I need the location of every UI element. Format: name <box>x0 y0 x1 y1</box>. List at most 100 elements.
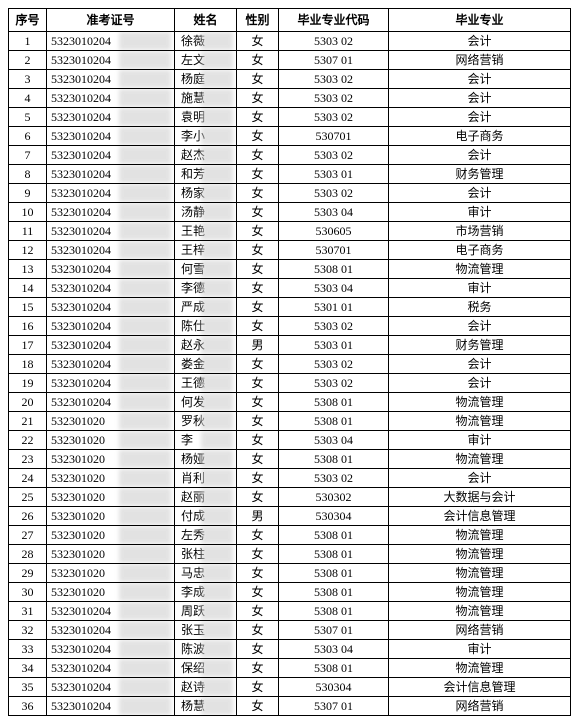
cell-major-code: 5303 02 <box>279 146 389 165</box>
cell-name: 赵杰 <box>175 146 237 165</box>
cell-major-code: 5308 01 <box>279 412 389 431</box>
cell-major-name: 会计 <box>389 317 571 336</box>
redaction-block <box>201 697 233 715</box>
cell-major-code: 530304 <box>279 678 389 697</box>
exam-id-prefix: 5323010204 <box>51 678 111 696</box>
redaction-block <box>119 355 171 373</box>
cell-gender: 女 <box>237 583 279 602</box>
redaction-block <box>119 393 171 411</box>
cell-major-name: 会计信息管理 <box>389 507 571 526</box>
cell-name: 袁明 <box>175 108 237 127</box>
redaction-block <box>201 450 233 468</box>
table-row: 175323010204赵永男5303 01财务管理 <box>9 336 571 355</box>
redaction-block <box>201 374 233 392</box>
cell-name: 左秀 <box>175 526 237 545</box>
redaction-block <box>201 165 233 183</box>
cell-major-code: 530701 <box>279 127 389 146</box>
cell-major-name: 物流管理 <box>389 602 571 621</box>
cell-major-name: 会计信息管理 <box>389 678 571 697</box>
cell-major-name: 网络营销 <box>389 697 571 716</box>
cell-exam-id: 532301020 <box>47 450 175 469</box>
cell-major-name: 电子商务 <box>389 127 571 146</box>
cell-exam-id: 532301020 <box>47 469 175 488</box>
redaction-block <box>201 32 233 50</box>
cell-seq: 32 <box>9 621 47 640</box>
header-major-name: 毕业专业 <box>389 9 571 32</box>
cell-gender: 女 <box>237 431 279 450</box>
cell-gender: 女 <box>237 89 279 108</box>
cell-seq: 28 <box>9 545 47 564</box>
redaction-block <box>201 184 233 202</box>
redaction-block <box>119 203 171 221</box>
exam-id-prefix: 5323010204 <box>51 203 111 221</box>
redaction-block <box>201 108 233 126</box>
cell-gender: 女 <box>237 697 279 716</box>
exam-id-prefix: 532301020 <box>51 469 105 487</box>
cell-exam-id: 5323010204 <box>47 146 175 165</box>
cell-gender: 女 <box>237 317 279 336</box>
cell-major-name: 会计 <box>389 146 571 165</box>
cell-exam-id: 5323010204 <box>47 393 175 412</box>
cell-name: 王艳 <box>175 222 237 241</box>
table-row: 105323010204汤静女5303 04审计 <box>9 203 571 222</box>
cell-major-name: 审计 <box>389 203 571 222</box>
cell-name: 汤静 <box>175 203 237 222</box>
cell-major-code: 530605 <box>279 222 389 241</box>
cell-major-code: 5303 01 <box>279 336 389 355</box>
cell-name: 周跃 <box>175 602 237 621</box>
table-row: 28532301020张柱女5308 01物流管理 <box>9 545 571 564</box>
cell-gender: 女 <box>237 374 279 393</box>
cell-exam-id: 5323010204 <box>47 697 175 716</box>
redaction-block <box>119 488 171 506</box>
redaction-block <box>119 545 171 563</box>
cell-exam-id: 5323010204 <box>47 279 175 298</box>
cell-major-code: 530304 <box>279 507 389 526</box>
table-row: 135323010204何雪女5308 01物流管理 <box>9 260 571 279</box>
cell-seq: 27 <box>9 526 47 545</box>
redaction-block <box>119 241 171 259</box>
cell-major-code: 5308 01 <box>279 260 389 279</box>
cell-major-name: 网络营销 <box>389 51 571 70</box>
redaction-block <box>201 640 233 658</box>
cell-exam-id: 5323010204 <box>47 51 175 70</box>
cell-gender: 女 <box>237 298 279 317</box>
cell-gender: 女 <box>237 260 279 279</box>
cell-name: 李 <box>175 431 237 450</box>
cell-seq: 24 <box>9 469 47 488</box>
cell-gender: 女 <box>237 488 279 507</box>
exam-id-prefix: 5323010204 <box>51 108 111 126</box>
cell-major-name: 财务管理 <box>389 336 571 355</box>
header-seq: 序号 <box>9 9 47 32</box>
exam-id-prefix: 532301020 <box>51 583 105 601</box>
cell-major-name: 网络营销 <box>389 621 571 640</box>
cell-major-name: 物流管理 <box>389 450 571 469</box>
cell-exam-id: 5323010204 <box>47 165 175 184</box>
cell-seq: 4 <box>9 89 47 108</box>
cell-major-code: 5303 04 <box>279 431 389 450</box>
cell-gender: 女 <box>237 526 279 545</box>
cell-gender: 女 <box>237 412 279 431</box>
exam-id-prefix: 5323010204 <box>51 222 111 240</box>
cell-seq: 30 <box>9 583 47 602</box>
cell-gender: 女 <box>237 621 279 640</box>
cell-seq: 29 <box>9 564 47 583</box>
cell-name: 李德 <box>175 279 237 298</box>
cell-major-code: 5303 01 <box>279 165 389 184</box>
redaction-block <box>119 602 171 620</box>
cell-exam-id: 5323010204 <box>47 241 175 260</box>
cell-seq: 8 <box>9 165 47 184</box>
cell-seq: 11 <box>9 222 47 241</box>
exam-id-prefix: 5323010204 <box>51 640 111 658</box>
cell-major-name: 会计 <box>389 108 571 127</box>
cell-exam-id: 5323010204 <box>47 298 175 317</box>
table-row: 23532301020杨娅女5308 01物流管理 <box>9 450 571 469</box>
cell-major-code: 5303 02 <box>279 70 389 89</box>
cell-exam-id: 5323010204 <box>47 222 175 241</box>
cell-name: 李成 <box>175 583 237 602</box>
cell-major-name: 会计 <box>389 70 571 89</box>
cell-seq: 25 <box>9 488 47 507</box>
cell-major-name: 物流管理 <box>389 545 571 564</box>
table-row: 325323010204张玉女5307 01网络营销 <box>9 621 571 640</box>
cell-gender: 女 <box>237 127 279 146</box>
table-row: 30532301020李成女5308 01物流管理 <box>9 583 571 602</box>
